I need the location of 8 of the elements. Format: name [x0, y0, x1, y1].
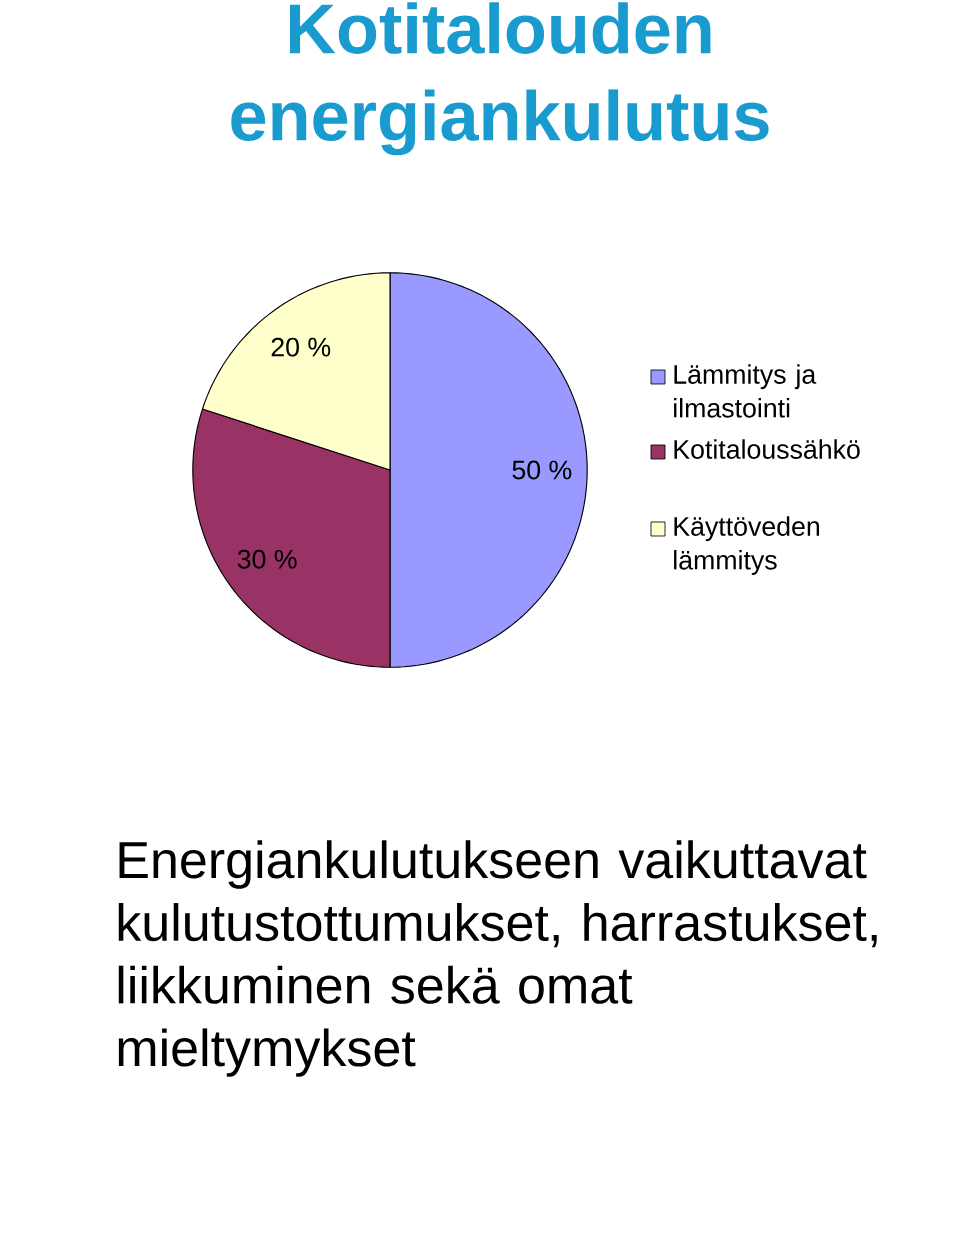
data-label: 30 % — [237, 549, 297, 569]
chart-title: Kotitalouden energiankulutus — [231, 2, 769, 156]
legend-label: Kotitaloussähkö — [674, 439, 860, 459]
text: Energiankulutukseen vaikuttavat kulutustottumukset, harrastukset, liikkuminen sekä omat mieltymykset — [118, 840, 877, 1077]
data-label: 50 % — [512, 460, 572, 480]
legend-label: Lämmitys ja ilmastointi — [674, 364, 817, 418]
data-label: 20 % — [271, 337, 331, 357]
legend-label: Käyttöveden lämmitys — [674, 516, 820, 575]
